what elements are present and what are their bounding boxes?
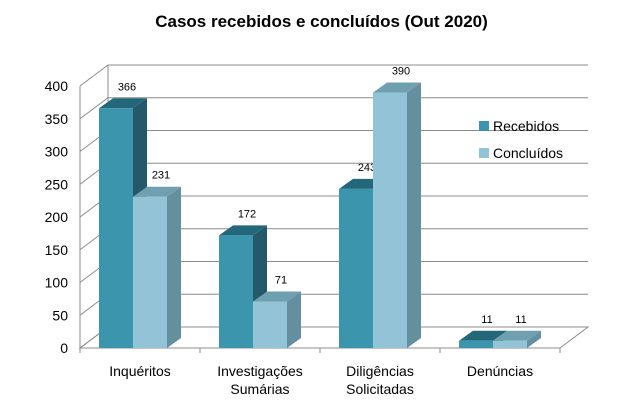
y-tick-label: 250 <box>45 176 69 192</box>
x-tick-label: Inquéritos <box>109 363 170 379</box>
bar <box>493 340 527 348</box>
y-tick-label: 300 <box>45 144 69 160</box>
bar <box>339 188 373 348</box>
x-tick-label: Denúncias <box>467 363 533 379</box>
y-tick-label: 400 <box>45 78 69 94</box>
bar-top <box>133 186 181 197</box>
x-tick-label: Investigações <box>217 363 303 379</box>
y-tick-label: 150 <box>45 242 69 258</box>
data-label: 243 <box>358 162 376 174</box>
bar <box>373 92 407 348</box>
bar-top <box>459 330 507 341</box>
x-tick-label: Sumárias <box>230 381 289 397</box>
bar-side <box>287 291 301 348</box>
bar-top <box>99 98 147 109</box>
x-tick-label: Diligências <box>346 363 414 379</box>
y-tick-label: 0 <box>60 340 68 356</box>
chart-title: Casos recebidos e concluídos (Out 2020) <box>155 12 488 31</box>
bar-side <box>167 186 181 348</box>
legend-swatch <box>479 121 489 131</box>
bar-top <box>373 82 421 93</box>
bar-top <box>253 291 301 302</box>
bar-side <box>407 82 421 349</box>
bar-side <box>527 330 541 348</box>
legend-swatch <box>479 148 489 158</box>
data-label: 231 <box>152 170 170 182</box>
bar <box>459 340 493 348</box>
data-label: 172 <box>238 208 256 220</box>
legend-label: Concluídos <box>493 145 563 161</box>
bar-top <box>493 330 541 341</box>
legend-label: Recebidos <box>493 118 559 134</box>
data-label: 71 <box>275 274 287 286</box>
y-tick-label: 50 <box>52 307 68 323</box>
grid-diagonal <box>79 97 109 120</box>
x-tick-label: Solicitadas <box>346 381 414 397</box>
y-tick-label: 350 <box>45 111 69 127</box>
bar <box>253 301 287 348</box>
y-tick-label: 200 <box>45 209 69 225</box>
bar-top <box>219 225 267 236</box>
data-label: 11 <box>481 314 492 326</box>
bar <box>219 235 253 348</box>
bar <box>133 196 167 348</box>
data-label: 11 <box>515 314 526 326</box>
grid-diagonal <box>79 64 109 87</box>
data-label: 366 <box>118 81 136 93</box>
y-tick-label: 100 <box>45 275 69 291</box>
data-label: 390 <box>392 66 410 78</box>
bar <box>99 108 133 349</box>
